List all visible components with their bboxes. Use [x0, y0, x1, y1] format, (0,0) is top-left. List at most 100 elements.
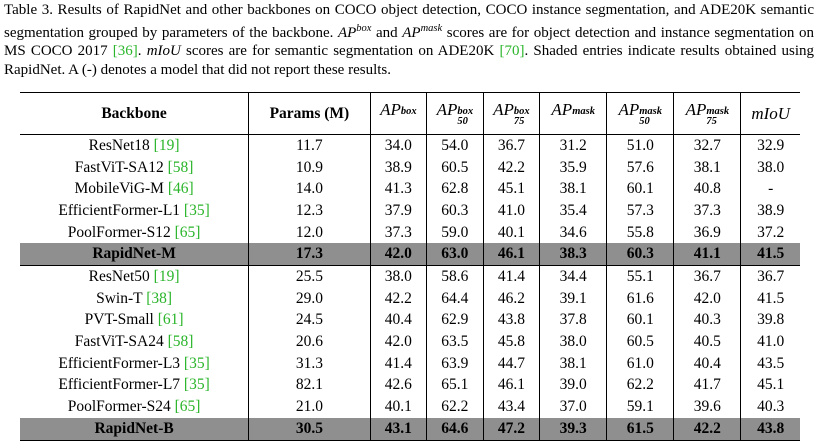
value-cell: 61.6	[606, 287, 674, 310]
value-cell: 40.3	[673, 309, 741, 332]
backbone-cell: FastViT-SA24 [58]	[20, 331, 249, 353]
value-cell: 34.4	[539, 265, 607, 288]
value-cell: 45.1	[482, 178, 540, 201]
value-cell: 59.1	[606, 396, 674, 418]
backbone-cell: PoolFormer-S24 [65]	[20, 396, 249, 418]
header-script: mask	[572, 106, 595, 127]
value-cell: 37.8	[539, 309, 607, 332]
value-cell: 41.3	[369, 178, 427, 201]
header-cell: AP box 50	[426, 92, 484, 135]
caption-sup: mask	[420, 22, 443, 34]
value-cell: 63.0	[426, 243, 484, 267]
backbone-name: ResNet50	[88, 267, 150, 285]
table-row: ResNet50 [19] 25.5 38.0 58.6 41.4 34.4 55.1 36.…	[20, 265, 800, 288]
header-sup: box	[400, 106, 417, 117]
value-cell: 39.8	[740, 309, 800, 332]
value-cell: 43.8	[740, 417, 800, 441]
header-text: AP	[436, 100, 458, 119]
caption-plain: .	[137, 43, 147, 59]
header-sup: box	[457, 106, 474, 117]
table-body: ResNet18 [19] 11.7 34.0 54.0 36.7 31.2 51.0 32.…	[20, 134, 800, 441]
value-cell: 38.9	[369, 156, 427, 179]
value-cell: 38.0	[369, 265, 427, 288]
value-cell: 24.5	[248, 309, 371, 332]
citation: [35]	[183, 354, 210, 372]
value-cell: 17.3	[248, 243, 371, 267]
backbone-name: FastViT-SA24	[74, 333, 164, 351]
value-cell: 54.0	[426, 134, 484, 157]
header-text: AP	[551, 100, 573, 119]
value-cell: 39.6	[673, 396, 741, 418]
backbone-cell: EfficientFormer-L1 [35]	[20, 200, 249, 222]
value-cell: 25.5	[248, 265, 371, 288]
table-row: EfficientFormer-L7 [35] 82.1 42.6 65.1 46.1 3…	[20, 374, 800, 397]
value-cell: -	[740, 178, 800, 201]
value-cell: 42.2	[482, 156, 540, 179]
value-cell: 42.0	[673, 287, 741, 310]
value-cell: 34.0	[369, 134, 427, 157]
value-cell: 62.2	[426, 396, 484, 418]
value-cell: 30.5	[248, 417, 371, 441]
value-cell: 14.0	[248, 178, 371, 201]
value-cell: 40.3	[740, 396, 800, 418]
header-text: Params (M)	[269, 104, 350, 122]
caption-cite: [70]	[499, 43, 525, 59]
value-cell: 41.4	[369, 352, 427, 375]
header-cell: mIoU	[740, 92, 800, 135]
value-cell: 36.7	[673, 265, 741, 288]
citation: [35]	[183, 376, 210, 394]
backbone-cell: ResNet50 [19]	[20, 266, 249, 288]
value-cell: 60.1	[606, 309, 674, 332]
results-table: Backbone Params (M) AP box AP box 50 AP box 75 AP…	[20, 92, 800, 441]
value-cell: 41.0	[482, 200, 540, 222]
value-cell: 32.9	[740, 134, 800, 157]
backbone-name: RapidNet-B	[94, 419, 174, 437]
value-cell: 43.4	[482, 396, 540, 418]
caption-math: AP	[402, 24, 421, 41]
backbone-cell: MobileViG-M [46]	[20, 178, 249, 200]
caption-plain: . Shaded entries indicate results obtain…	[4, 43, 815, 78]
header-row: Backbone Params (M) AP box AP box 50 AP box 75 AP…	[20, 92, 800, 135]
value-cell: 41.7	[673, 374, 741, 397]
header-sub: 75	[706, 116, 717, 127]
value-cell: 32.7	[673, 134, 741, 157]
backbone-name: EfficientFormer-L7	[58, 376, 181, 394]
citation: [19]	[153, 267, 180, 285]
header-cell: Params (M)	[248, 92, 371, 135]
value-cell: 47.2	[482, 417, 540, 441]
value-cell: 59.0	[426, 221, 484, 244]
header-script: mask 50	[639, 106, 662, 127]
value-cell: 45.8	[482, 331, 540, 353]
table-row: EfficientFormer-L1 [35] 12.3 37.9 60.3 41.0 3…	[20, 200, 800, 222]
value-cell: 60.3	[426, 200, 484, 222]
value-cell: 62.2	[606, 374, 674, 397]
value-cell: 31.2	[539, 134, 607, 157]
caption-math: AP	[337, 24, 357, 41]
backbone-name: FastViT-SA12	[74, 158, 164, 176]
header-cell: AP box 75	[482, 92, 540, 135]
value-cell: 43.1	[369, 417, 427, 441]
backbone-cell: EfficientFormer-L3 [35]	[20, 353, 249, 375]
caption-sup: box	[356, 22, 372, 34]
value-cell: 64.6	[426, 417, 484, 441]
header-sub: 75	[513, 116, 525, 127]
value-cell: 35.9	[539, 156, 607, 179]
value-cell: 12.0	[248, 221, 371, 244]
value-cell: 63.5	[426, 331, 484, 353]
value-cell: 38.0	[539, 331, 607, 353]
table-row: Swin-T [38] 29.0 42.2 64.4 46.2 39.1 61.6 42.0 4…	[20, 287, 800, 310]
value-cell: 40.4	[673, 352, 741, 375]
value-cell: 62.8	[426, 178, 484, 201]
value-cell: 40.5	[673, 331, 741, 353]
value-cell: 38.9	[740, 200, 800, 222]
value-cell: 37.3	[673, 200, 741, 222]
citation: [65]	[174, 223, 201, 241]
header-cell: AP mask	[539, 92, 607, 135]
value-cell: 12.3	[248, 200, 371, 222]
value-cell: 57.6	[606, 156, 674, 179]
header-text: mIoU	[751, 103, 791, 123]
header-cell: AP box	[369, 92, 427, 135]
caption-cite: [36]	[112, 43, 138, 59]
caption-plain: and	[371, 24, 403, 41]
value-cell: 20.6	[248, 331, 371, 353]
